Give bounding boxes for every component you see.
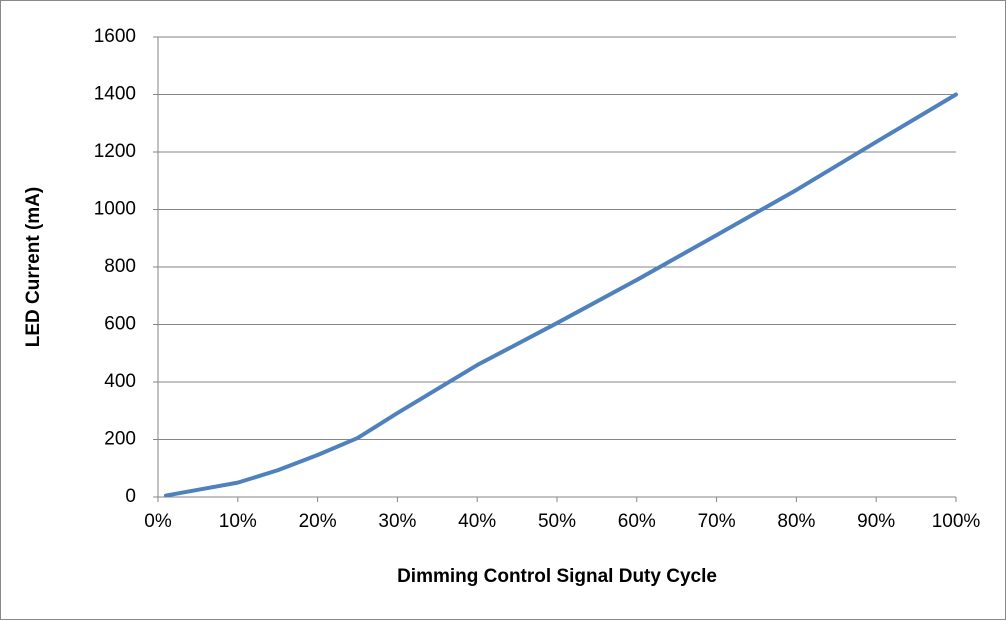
y-tick-label: 1200 xyxy=(94,141,136,162)
x-tick-label: 40% xyxy=(458,511,496,532)
y-tick-label: 1000 xyxy=(94,199,136,220)
y-axis-title: LED Current (mA) xyxy=(23,187,44,347)
y-tick-label: 600 xyxy=(104,314,136,335)
x-axis-title: Dimming Control Signal Duty Cycle xyxy=(397,566,717,587)
line xyxy=(163,92,958,498)
x-tick-label: 0% xyxy=(144,511,172,532)
y-tick-label: 400 xyxy=(104,371,136,392)
x-tick-label: 90% xyxy=(857,511,895,532)
x-tick-label: 100% xyxy=(932,511,981,532)
x-tick-label: 30% xyxy=(378,511,416,532)
y-tick-label: 800 xyxy=(104,256,136,277)
x-tick-label: 80% xyxy=(777,511,815,532)
y-tick-label: 1400 xyxy=(94,84,136,105)
y-tick-label: 0 xyxy=(125,486,136,507)
x-tick-label: 20% xyxy=(299,511,337,532)
y-tick-label: 1600 xyxy=(94,26,136,47)
x-tick-label: 70% xyxy=(698,511,736,532)
x-tick-label: 50% xyxy=(538,511,576,532)
x-tick-label: 60% xyxy=(618,511,656,532)
x-tick-label: 10% xyxy=(219,511,257,532)
y-tick-label: 200 xyxy=(104,429,136,450)
